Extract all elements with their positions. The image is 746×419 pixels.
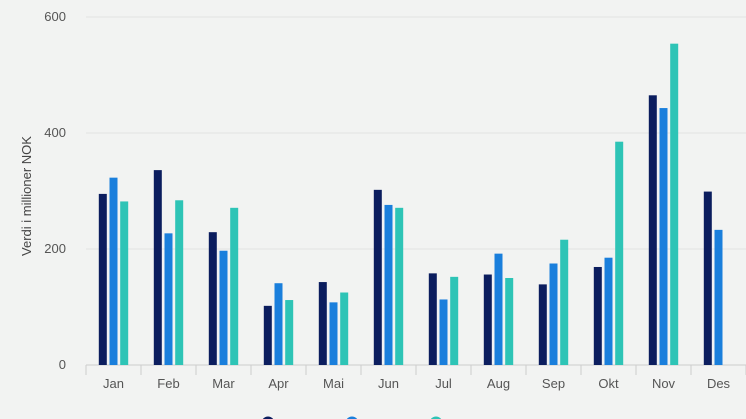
bar-2018-Jan[interactable]	[109, 177, 118, 365]
bar-2019-Jun[interactable]	[395, 207, 404, 365]
legend[interactable]: 2017 2018 2019	[262, 416, 479, 419]
x-tick-label: Jun	[378, 376, 399, 391]
legend-marker	[430, 416, 442, 419]
bar-2017-Mar[interactable]	[208, 232, 217, 365]
bar-2018-Des[interactable]	[714, 229, 723, 365]
bar-2018-Okt[interactable]	[604, 257, 613, 365]
legend-label: 2018	[366, 416, 395, 419]
x-tick-label: Mai	[323, 376, 344, 391]
x-tick-label: Mar	[212, 376, 235, 391]
bar-2019-Nov[interactable]	[670, 43, 679, 366]
bar-2017-Sep[interactable]	[538, 284, 547, 365]
legend-item-2017[interactable]: 2017	[262, 416, 311, 419]
bar-2019-Jul[interactable]	[450, 276, 459, 365]
legend-marker	[262, 416, 274, 419]
bar-2019-Sep[interactable]	[560, 239, 569, 365]
bar-2019-Mai[interactable]	[340, 292, 349, 366]
y-tick-label: 0	[59, 357, 66, 372]
bar-2019-Feb[interactable]	[175, 200, 184, 365]
y-tick-label: 200	[44, 241, 66, 256]
bar-2019-Jan[interactable]	[120, 201, 129, 365]
x-axis: Jan Feb Mar Apr Mai Jun Jul Aug Sep Okt Nov Des	[85, 364, 746, 391]
x-tick-label: Des	[707, 376, 731, 391]
bar-2019-Apr[interactable]	[285, 300, 294, 365]
bar-2019-Mar[interactable]	[230, 207, 239, 365]
bar-2019-Okt[interactable]	[615, 141, 624, 365]
y-axis-ticks: 0 200 400 600	[44, 9, 66, 372]
legend-item-2019[interactable]: 2019	[430, 416, 479, 419]
bar-2018-Apr[interactable]	[274, 283, 283, 365]
x-tick-label: Aug	[487, 376, 510, 391]
x-tick-label: Okt	[598, 376, 619, 391]
bar-2017-Jun[interactable]	[373, 189, 382, 365]
bar-2018-Mai[interactable]	[329, 302, 338, 365]
bar-2017-Aug[interactable]	[483, 274, 492, 365]
x-tick-label: Feb	[157, 376, 179, 391]
bar-2017-Feb[interactable]	[153, 170, 162, 365]
x-tick-label: Nov	[652, 376, 676, 391]
legend-marker	[346, 416, 358, 419]
bars	[98, 43, 723, 366]
bar-2018-Aug[interactable]	[494, 253, 503, 365]
x-tick-label: Jul	[435, 376, 452, 391]
y-tick-label: 400	[44, 125, 66, 140]
grid-lines	[86, 16, 746, 366]
bar-2018-Jul[interactable]	[439, 299, 448, 365]
bar-2017-Jan[interactable]	[98, 193, 107, 365]
legend-label: 2017	[282, 416, 311, 419]
bar-2017-Okt[interactable]	[593, 266, 602, 365]
y-axis-label: Verdi i millioner NOK	[19, 136, 34, 256]
bar-2017-Jul[interactable]	[428, 273, 437, 365]
bar-2018-Mar[interactable]	[219, 250, 228, 365]
bar-2019-Aug[interactable]	[505, 278, 514, 365]
x-tick-label: Sep	[542, 376, 565, 391]
bar-2018-Sep[interactable]	[549, 263, 558, 366]
bar-2017-Nov[interactable]	[648, 95, 657, 366]
y-tick-label: 600	[44, 9, 66, 24]
bar-2017-Des[interactable]	[703, 191, 712, 365]
bar-2018-Feb[interactable]	[164, 233, 173, 365]
bar-2018-Nov[interactable]	[659, 108, 668, 365]
legend-item-2018[interactable]: 2018	[346, 416, 395, 419]
bar-2017-Apr[interactable]	[263, 305, 272, 365]
x-tick-label: Apr	[268, 376, 289, 391]
x-tick-label: Jan	[103, 376, 124, 391]
legend-label: 2019	[450, 416, 479, 419]
bar-2018-Jun[interactable]	[384, 204, 393, 365]
bar-2017-Mai[interactable]	[318, 282, 327, 365]
